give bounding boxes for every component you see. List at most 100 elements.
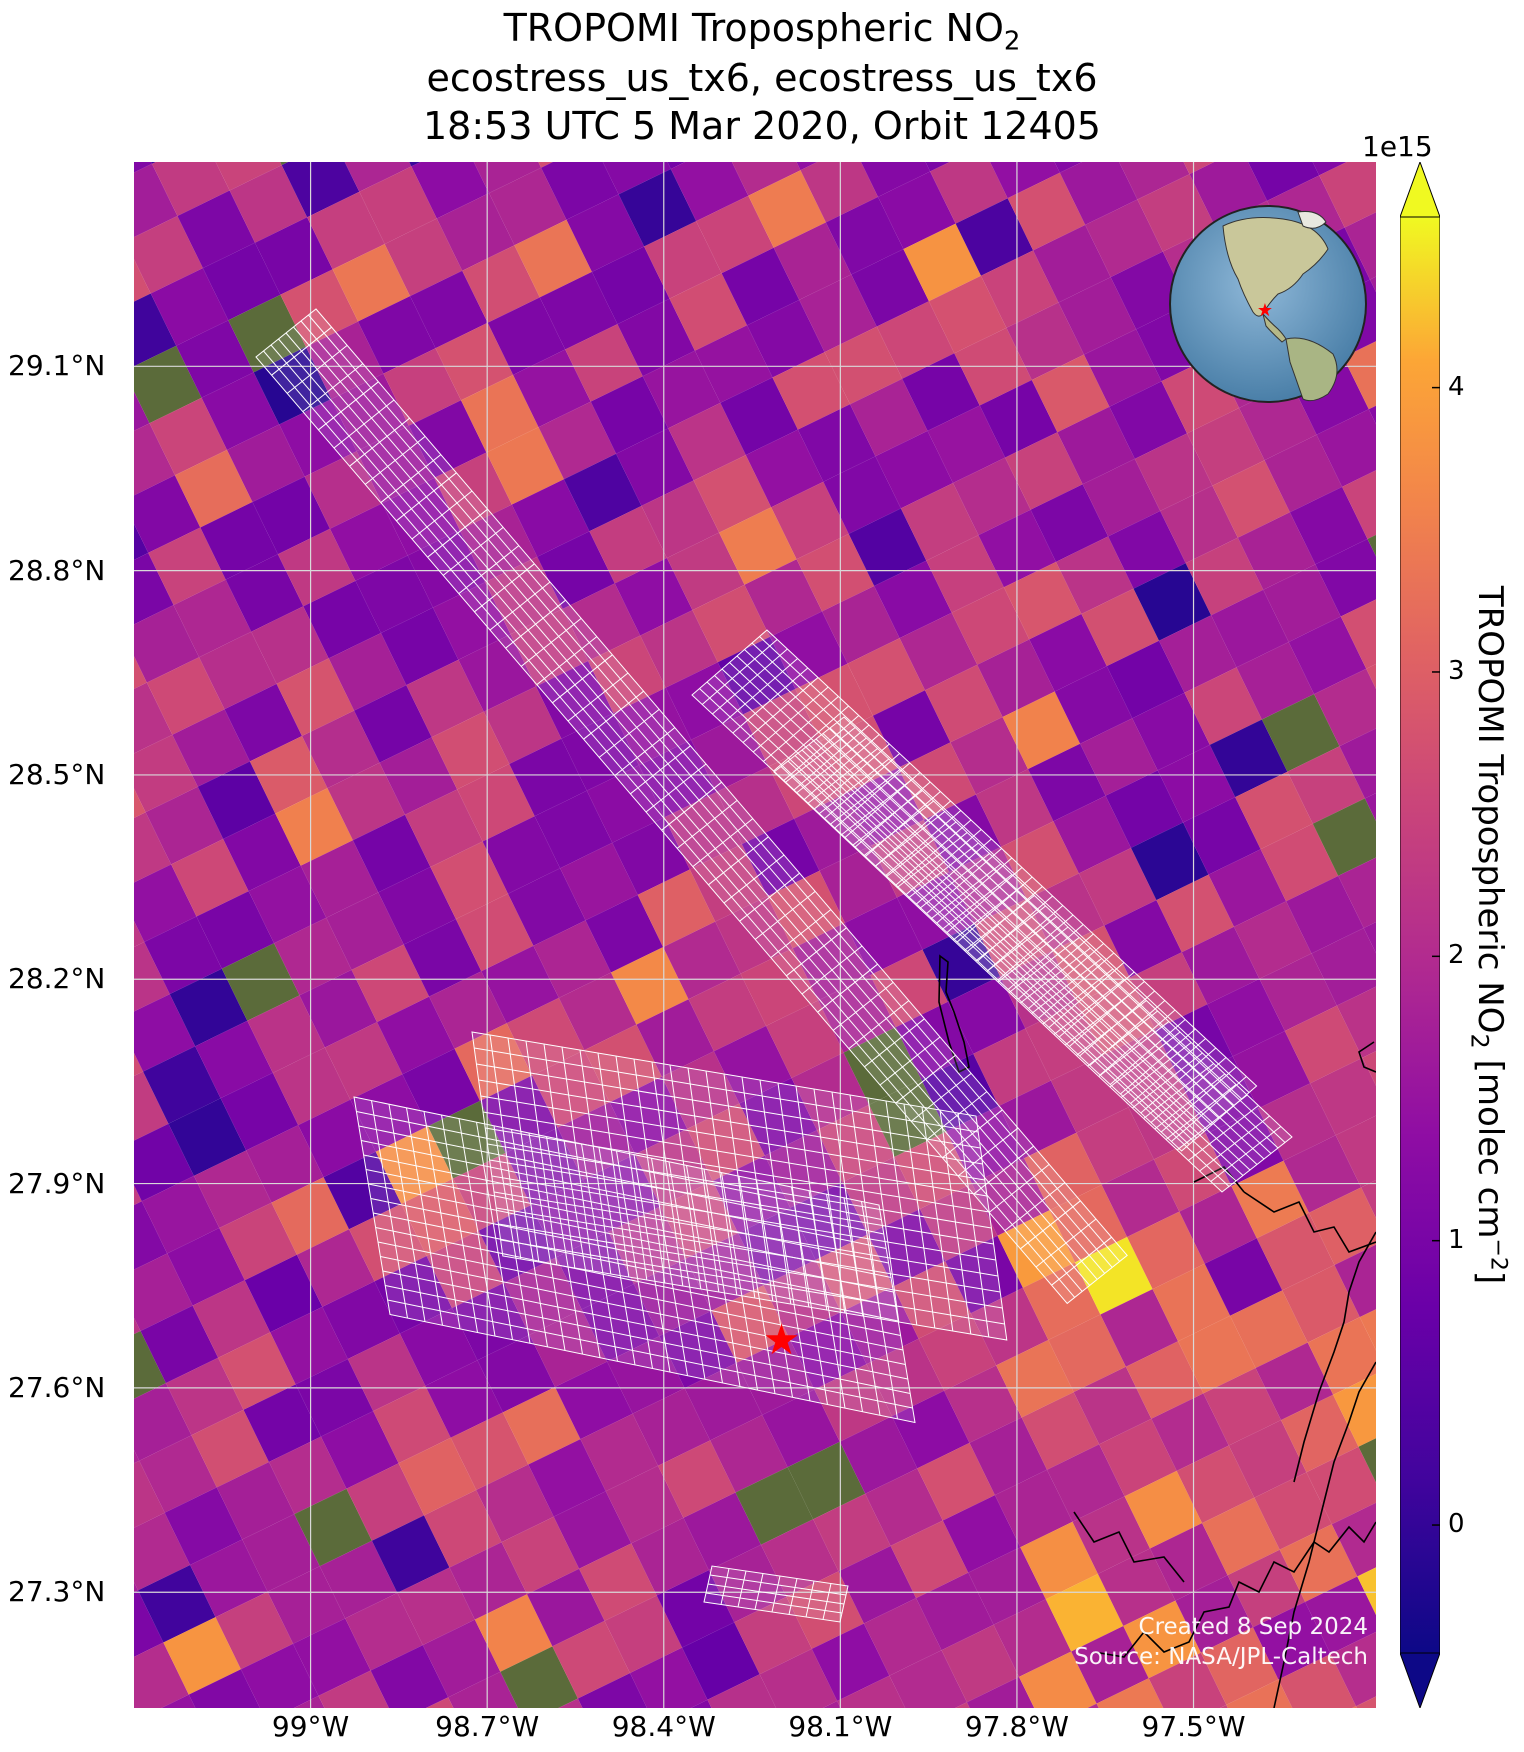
no2-pixel [1056, 536, 1134, 614]
no2-pixel [514, 219, 592, 298]
no2-pixel [994, 1469, 1073, 1548]
no2-pixel [1176, 1445, 1255, 1524]
no2-pixel [590, 376, 669, 454]
no2-pixel [891, 1390, 970, 1469]
no2-pixel [1258, 1083, 1336, 1161]
no2-pixel [296, 1229, 375, 1307]
no2-pixel [431, 711, 510, 790]
no2-pixel [1312, 798, 1376, 876]
no2-pixel [632, 1388, 711, 1466]
no2-pixel [696, 195, 774, 274]
coastline-segment [1293, 1231, 1376, 1483]
footprint-scene-small [703, 1565, 849, 1623]
no2-pixel [711, 1285, 789, 1363]
no2-pixel [304, 451, 383, 529]
no2-pixel [719, 507, 797, 585]
no2-pixel [1278, 1654, 1356, 1708]
no2-pixel [216, 1462, 295, 1540]
no2-pixel [589, 505, 667, 584]
no2-pixel [1045, 1573, 1124, 1652]
no2-pixel [1316, 409, 1376, 487]
no2-pixel [171, 839, 249, 917]
no2-pixel [851, 249, 929, 327]
no2-pixel [134, 942, 170, 1012]
site-marker[interactable]: ★ [763, 1315, 801, 1364]
no2-pixel [326, 892, 404, 970]
no2-pixel [347, 1333, 426, 1412]
no2-pixel [1019, 1651, 1097, 1708]
no2-pixel [656, 1570, 735, 1648]
no2-pixel [202, 242, 281, 321]
no2-pixel [1230, 1290, 1308, 1368]
no2-pixel [196, 891, 274, 969]
no2-pixel [1232, 1031, 1311, 1109]
no2-pixel [489, 167, 567, 246]
ecostress-footprint-grid [255, 308, 1293, 1623]
no2-pixel [384, 218, 463, 297]
no2-pixel [1073, 1366, 1152, 1445]
no2-pixel [450, 1412, 529, 1490]
no2-pixel [134, 864, 197, 942]
no2-pixel [1231, 1160, 1309, 1239]
no2-pixel [190, 1539, 268, 1618]
no2-pixel [176, 320, 254, 398]
no2-pixel [1096, 1678, 1164, 1708]
colorbar-label: TROPOMI Tropospheric NO2 [molec cm−2] [1465, 585, 1511, 1285]
no2-pixel [899, 612, 978, 691]
no2-pixel [1344, 212, 1376, 280]
no2-pixel [558, 1698, 583, 1708]
no2-pixel [1078, 847, 1157, 926]
no2-pixel [1101, 1159, 1180, 1237]
no2-pixel [371, 1515, 450, 1593]
latitude-tick-label: 28.5°N [8, 757, 106, 791]
no2-pixel [141, 1175, 220, 1254]
no2-pixel [134, 1642, 189, 1708]
no2-pixel [981, 250, 1059, 328]
no2-pixel [1370, 276, 1376, 292]
coastline-segment [1273, 1361, 1376, 1708]
no2-pixel [1006, 302, 1084, 380]
no2-pixel [321, 1411, 399, 1489]
no2-map-panel[interactable]: ★ [134, 162, 1376, 1708]
no2-pixel [925, 162, 950, 172]
graticule [134, 162, 1376, 1708]
no2-pixel [134, 1185, 142, 1206]
no2-pixel [272, 1047, 351, 1126]
no2-pixel [134, 423, 175, 496]
no2-pixel [350, 1074, 428, 1152]
no2-pixel-layer [134, 162, 1376, 1708]
no2-pixel [796, 162, 818, 171]
no2-pixel [227, 424, 305, 502]
no2-pixel [973, 1028, 1051, 1106]
no2-pixel [744, 559, 822, 637]
no2-pixel [1208, 849, 1287, 927]
no2-pixel [1185, 537, 1264, 616]
island-outline [938, 954, 970, 1074]
no2-pixel [134, 1383, 192, 1461]
coastline-segment [1358, 1041, 1376, 1073]
no2-pixel [1200, 1627, 1279, 1705]
no2-pixel [977, 639, 1055, 717]
no2-pixel [1156, 874, 1234, 953]
no2-pixel [693, 455, 772, 533]
no2-pixel [560, 842, 638, 921]
no2-pixel [661, 1051, 740, 1129]
no2-pixel [1309, 1187, 1376, 1265]
no2-pixel [969, 1417, 1047, 1496]
no2-pixel [998, 1080, 1077, 1159]
no2-pixel [902, 353, 980, 431]
no2-pixel [860, 162, 931, 197]
no2-pixel [403, 919, 482, 997]
no2-pixel [377, 996, 455, 1075]
no2-pixel [1021, 1392, 1100, 1470]
no2-pixel [277, 528, 356, 607]
no2-pixel [323, 1151, 402, 1230]
colorbar-tick-label: 4 [1448, 371, 1465, 402]
no2-pixel [637, 869, 716, 948]
no2-pixel [150, 268, 229, 346]
no2-pixel [355, 555, 433, 633]
no2-pixel [134, 1512, 191, 1591]
no2-pixel [134, 812, 172, 883]
no2-pixel [448, 1671, 518, 1708]
no2-pixel [736, 1337, 815, 1415]
